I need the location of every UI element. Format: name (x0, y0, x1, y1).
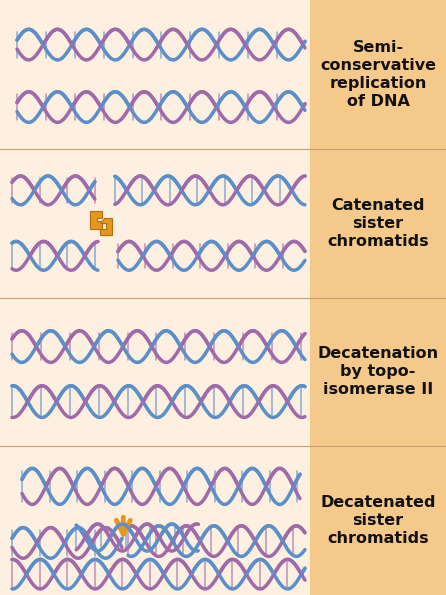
Text: Decatenated
sister
chromatids: Decatenated sister chromatids (320, 495, 436, 546)
Text: Catenated
sister
chromatids: Catenated sister chromatids (327, 198, 429, 249)
Polygon shape (90, 211, 102, 228)
Polygon shape (100, 218, 112, 235)
Text: Decatenation
by topo-
isomerase II: Decatenation by topo- isomerase II (318, 346, 438, 397)
Text: Semi-
conservative
replication
of DNA: Semi- conservative replication of DNA (320, 40, 436, 109)
Bar (310, 0, 446, 595)
